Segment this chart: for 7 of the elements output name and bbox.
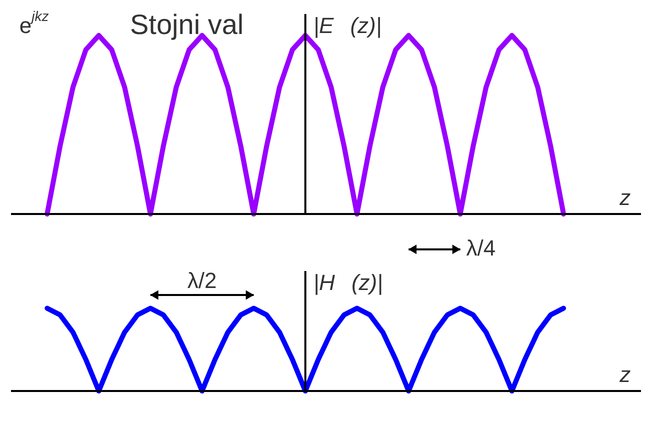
y-axis-title: |H⃗(z)|: [313, 270, 383, 295]
x-axis-title: z: [618, 185, 631, 210]
text: λ/2: [187, 268, 217, 293]
y-axis-title: |E⃗(z)|: [313, 13, 382, 38]
text: λ/4: [466, 236, 496, 261]
x-axis-title: z: [618, 362, 631, 387]
chart-title: Stojni val: [130, 9, 244, 40]
